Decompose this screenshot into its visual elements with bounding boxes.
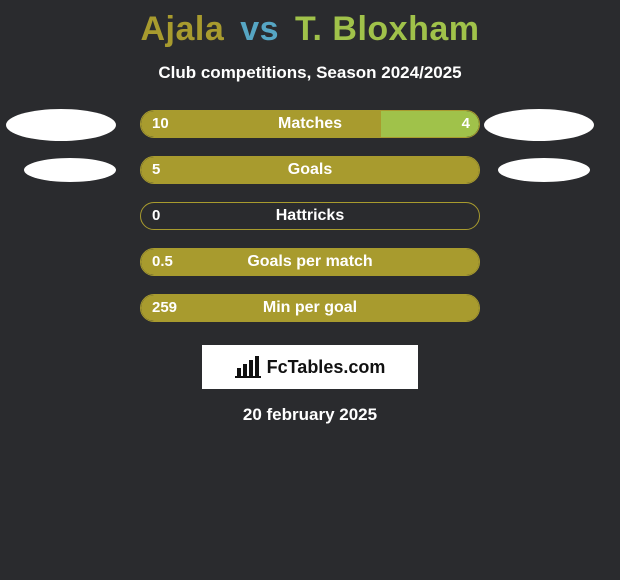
player2-name: T. Bloxham	[295, 10, 479, 48]
bar-left-fill	[141, 295, 479, 321]
bar-left-fill	[141, 111, 381, 137]
stat-value-left: 0	[152, 202, 160, 230]
stat-row: Matches104	[0, 103, 620, 149]
subtitle: Club competitions, Season 2024/2025	[0, 63, 620, 83]
stat-row: Goals5	[0, 149, 620, 195]
stat-row: Min per goal259	[0, 287, 620, 333]
bar-left-fill	[141, 157, 479, 183]
player1-marker	[24, 158, 116, 182]
player1-name: Ajala	[141, 10, 225, 48]
player1-marker	[6, 109, 116, 141]
stat-value-left: 5	[152, 156, 160, 184]
bar-track	[140, 248, 480, 276]
comparison-chart: Matches104Goals5Hattricks0Goals per matc…	[0, 83, 620, 333]
date-text: 20 february 2025	[0, 405, 620, 425]
logo-box: FcTables.com	[202, 345, 418, 389]
stat-value-left: 0.5	[152, 248, 173, 276]
bar-left-fill	[141, 249, 479, 275]
logo-text: FcTables.com	[267, 357, 386, 378]
page-title: Ajala vs T. Bloxham	[0, 0, 620, 49]
stat-value-right: 4	[462, 110, 470, 138]
bar-track	[140, 156, 480, 184]
stat-row: Hattricks0	[0, 195, 620, 241]
vs-text: vs	[240, 10, 279, 48]
stat-row: Goals per match0.5	[0, 241, 620, 287]
stat-value-left: 259	[152, 294, 177, 322]
bar-track	[140, 294, 480, 322]
stat-value-left: 10	[152, 110, 169, 138]
bar-chart-icon	[235, 356, 261, 378]
player2-marker	[498, 158, 590, 182]
bar-track	[140, 110, 480, 138]
player2-marker	[484, 109, 594, 141]
bar-track	[140, 202, 480, 230]
